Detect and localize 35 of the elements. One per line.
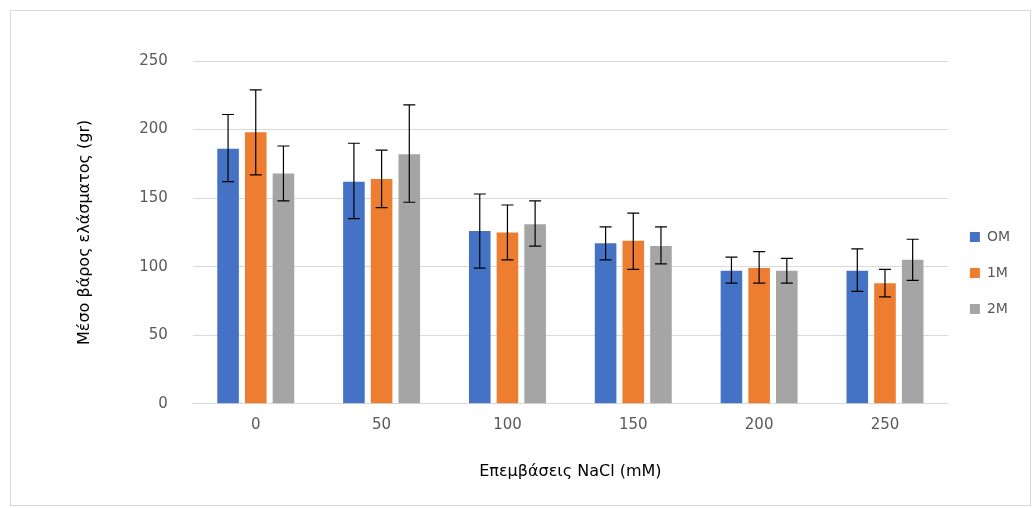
bar [272, 173, 295, 404]
x-tick-label: 50 [372, 414, 392, 433]
y-axis-title: Μέσο βάρος ελάσματος (gr) [73, 119, 93, 346]
y-tick-label: 250 [139, 50, 168, 69]
bar [748, 268, 770, 404]
bar [217, 148, 239, 404]
x-axis-title: Επεμβάσεις NaCl (mM) [479, 460, 662, 480]
bar [594, 243, 617, 404]
bar [874, 283, 896, 404]
x-tick-label: 200 [744, 414, 774, 433]
y-tick-label: 50 [148, 325, 168, 344]
y-tick-label: 0 [158, 393, 168, 412]
bar [720, 270, 743, 404]
x-tick-label: 250 [870, 414, 900, 433]
bar [468, 231, 491, 404]
bar [846, 270, 869, 404]
y-tick-label: 150 [139, 188, 168, 207]
bar [901, 259, 924, 404]
bar [622, 240, 645, 404]
bar [343, 181, 365, 404]
bar [496, 232, 519, 404]
bar [776, 270, 798, 404]
x-tick-label: 150 [618, 414, 648, 433]
bar [370, 178, 393, 404]
x-tick-label: 0 [250, 414, 261, 433]
legend-label: OM [986, 227, 1011, 244]
bar [398, 154, 421, 404]
y-tick-label: 200 [139, 119, 168, 138]
bar [244, 132, 267, 404]
x-tick-label: 100 [493, 414, 522, 433]
y-tick-label: 100 [139, 256, 168, 275]
bar [524, 224, 546, 404]
bar [650, 246, 672, 404]
legend-label: 1M [986, 263, 1008, 280]
legend-label: 2M [986, 299, 1008, 316]
